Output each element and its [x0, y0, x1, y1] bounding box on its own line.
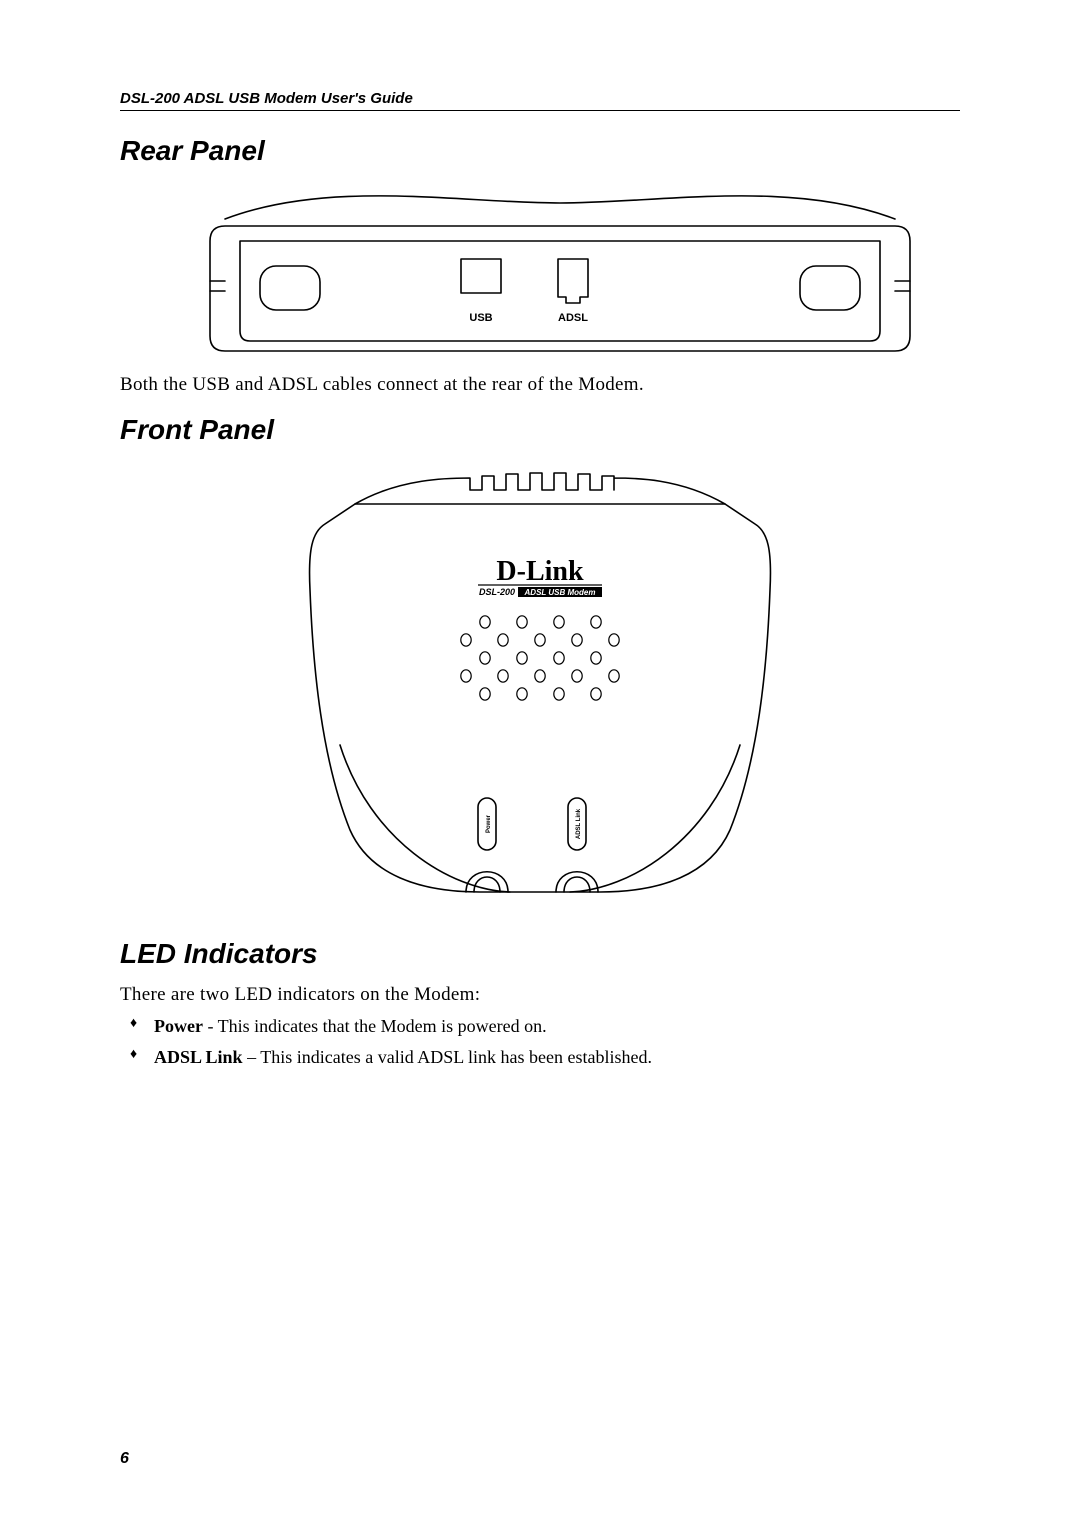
page: DSL-200 ADSL USB Modem User's Guide Rear… [0, 0, 1080, 1528]
bullet-bold: Power [154, 1016, 203, 1036]
brand-logo: D-Link [496, 556, 584, 587]
vent-holes [461, 616, 619, 700]
section-heading-led: LED Indicators [120, 938, 960, 970]
list-item: ADSL Link – This indicates a valid ADSL … [120, 1047, 960, 1068]
page-number: 6 [120, 1450, 129, 1468]
section-heading-front: Front Panel [120, 414, 960, 446]
page-header: DSL-200 ADSL USB Modem User's Guide [120, 90, 960, 111]
led-intro-text: There are two LED indicators on the Mode… [120, 984, 960, 1006]
list-item: Power - This indicates that the Modem is… [120, 1016, 960, 1037]
led-bullet-list: Power - This indicates that the Modem is… [120, 1016, 960, 1068]
rear-panel-figure: USB ADSL [160, 181, 960, 356]
front-panel-figure: D-Link DSL-200 ADSL USB Modem Power ADSL… [120, 460, 960, 920]
usb-port-label: USB [469, 312, 492, 324]
led-power-label: Power [486, 814, 492, 833]
bullet-rest: – This indicates a valid ADSL link has b… [243, 1047, 652, 1067]
bullet-rest: - This indicates that the Modem is power… [203, 1016, 547, 1036]
bullet-bold: ADSL Link [154, 1047, 243, 1067]
led-adsl-link-label: ADSL Link [576, 808, 582, 839]
adsl-port-label: ADSL [558, 312, 588, 324]
brand-sub-left: DSL-200 [479, 587, 515, 597]
rear-panel-caption: Both the USB and ADSL cables connect at … [120, 374, 960, 396]
brand-sub-right: ADSL USB Modem [524, 588, 596, 597]
section-heading-rear: Rear Panel [120, 135, 960, 167]
